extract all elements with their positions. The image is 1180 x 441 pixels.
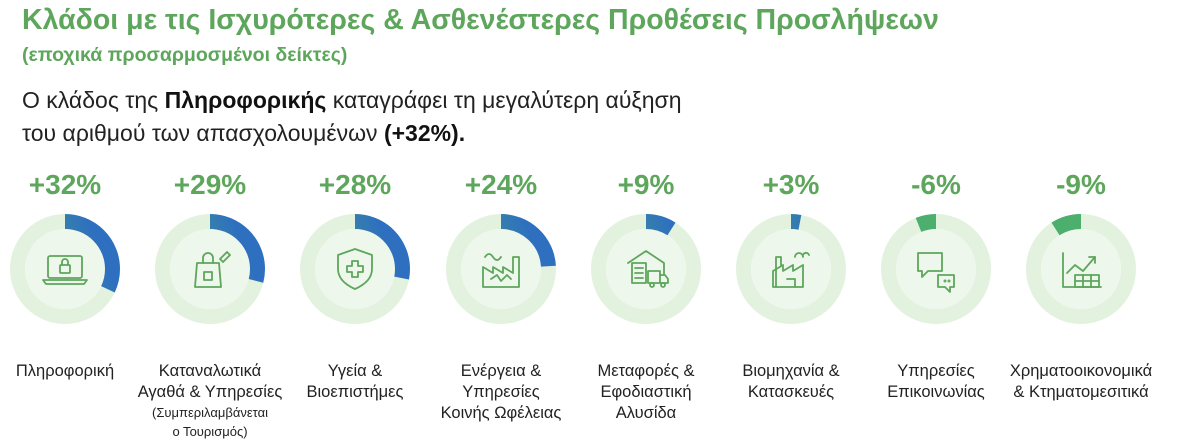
sector-item: +29% Καταναλωτικά Αγαθά & Υπηρεσίες (Συμπερ… (130, 166, 290, 441)
chat-bubbles-icon (917, 252, 955, 293)
medical-shield-icon (337, 248, 373, 290)
sector-label: Πληροφορική (15, 362, 115, 380)
sector-item: +32% Πληροφορική (0, 166, 145, 382)
warehouse-truck-icon (627, 250, 669, 288)
donut-chart (736, 214, 846, 324)
donut-hole (170, 229, 250, 309)
donut-chart (155, 214, 265, 324)
laptop-lock-icon (42, 255, 88, 285)
donut-chart (446, 214, 556, 324)
value-label: -6% (911, 169, 961, 200)
value-label: +3% (762, 169, 820, 200)
page-subtitle: (εποχικά προσαρμοσμένοι δείκτες) (22, 44, 348, 66)
donut-value-arc (155, 214, 265, 324)
value-label: +32% (28, 169, 102, 200)
donut-value-arc (591, 214, 701, 324)
sector-label: Βιομηχανία & Κατασκευές (742, 362, 840, 401)
value-label: +29% (173, 169, 247, 200)
sector-item: +24% Ενέργεια & Υπηρεσίες Κοινής Ωφέλειας (421, 166, 581, 424)
sector-item: -9% Χρηματοοικονομικά & Κτηματομεσιτικά (1001, 166, 1161, 403)
sector-label: Καταναλωτικά Αγαθά & Υπηρεσίες (137, 362, 283, 401)
sector-item: +3% Βιομηχανία & Κατασκευές (711, 166, 871, 403)
sector-label: Ενέργεια & Υπηρεσίες Κοινής Ωφέλειας (440, 362, 562, 422)
value-label: +24% (464, 169, 538, 200)
intro-line2-bold: (+32%). (383, 120, 466, 146)
sector-item: -6% Υπηρεσίες Επικοινωνίας (856, 166, 1016, 403)
donut-hole (315, 229, 395, 309)
intro-line1-post: καταγράφει τη μεγαλύτερη αύξηση (326, 87, 682, 113)
donut-value-arc (881, 214, 991, 324)
donut-hole (896, 229, 976, 309)
value-label: -9% (1056, 169, 1106, 200)
intro-line1-pre: Ο κλάδος της (22, 87, 165, 113)
finance-chart-icon (1062, 252, 1102, 288)
donut-value-arc (10, 214, 120, 324)
donut-chart (591, 214, 701, 324)
donut-chart (10, 214, 120, 324)
donut-chart (1026, 214, 1136, 324)
donut-value-arc (1026, 214, 1136, 324)
intro-text: Ο κλάδος της Πληροφορικής καταγράφει τη … (22, 84, 682, 150)
intro-line1-bold: Πληροφορικής (164, 87, 327, 113)
donut-chart (300, 214, 410, 324)
sector-note: (Συμπεριλαμβάνεται ο Τουρισμός) (152, 405, 268, 439)
sector-item: +28% Υγεία & Βιοεπιστήμες (275, 166, 435, 403)
value-label: +9% (617, 169, 675, 200)
sector-label: Μεταφορές & Εφοδιαστική Αλυσίδα (597, 362, 695, 422)
intro-line2-pre: του αριθμού των απασχολουμένων (22, 120, 384, 146)
donut-hole (461, 229, 541, 309)
value-label: +28% (318, 169, 392, 200)
donut-hole (25, 229, 105, 309)
energy-plant-icon (482, 253, 520, 288)
donut-value-arc (300, 214, 410, 324)
donut-value-arc (446, 214, 556, 324)
donut-hole (751, 229, 831, 309)
donut-chart (881, 214, 991, 324)
page-title: Κλάδοι με τις Ισχυρότερες & Ασθενέστερες… (22, 4, 939, 36)
sector-label: Υπηρεσίες Επικοινωνίας (887, 362, 985, 401)
donut-value-arc (736, 214, 846, 324)
sector-label: Χρηματοοικονομικά & Κτηματομεσιτικά (1009, 362, 1153, 401)
factory-icon (772, 251, 810, 288)
sector-item: +9% Μεταφορές & Εφοδιαστική Αλυσίδα (566, 166, 726, 424)
shopping-bag-icon (194, 251, 231, 288)
sector-label: Υγεία & Βιοεπιστήμες (306, 362, 404, 401)
